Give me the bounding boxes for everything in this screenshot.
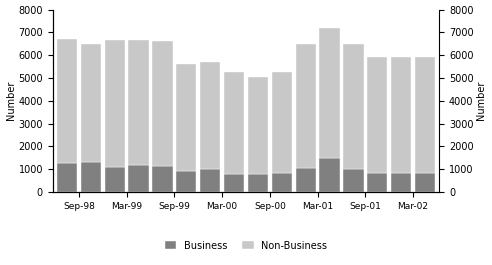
Bar [296,168,316,192]
Bar [176,171,196,192]
Bar [224,174,244,192]
Y-axis label: Number: Number [476,81,487,120]
Bar [224,72,244,174]
Y-axis label: Number: Number [5,81,16,120]
Bar [343,169,364,192]
Bar [367,173,387,192]
Bar [128,165,149,192]
Bar [81,162,101,192]
Legend: Business, Non-Business: Business, Non-Business [161,237,331,255]
Bar [415,173,435,192]
Bar [176,64,196,171]
Bar [57,164,77,192]
Bar [272,72,292,173]
Bar [296,44,316,168]
Bar [105,40,125,167]
Bar [272,173,292,192]
Bar [415,58,435,173]
Bar [81,44,101,162]
Bar [105,167,125,192]
Bar [57,39,77,164]
Bar [391,173,411,192]
Bar [200,62,220,169]
Bar [367,58,387,173]
Bar [319,28,339,158]
Bar [200,169,220,192]
Bar [391,58,411,173]
Bar [319,158,339,192]
Bar [153,166,173,192]
Bar [343,44,364,169]
Bar [248,77,268,174]
Bar [248,174,268,192]
Bar [128,40,149,165]
Bar [153,41,173,166]
